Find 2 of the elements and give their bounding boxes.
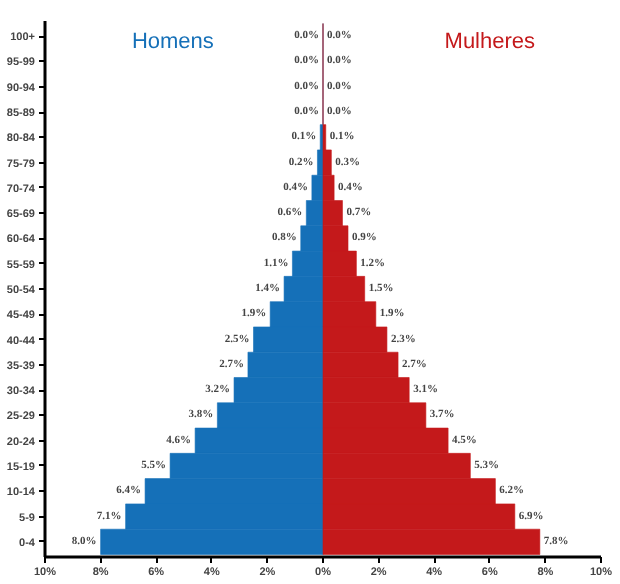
text: Homens — [131, 30, 215, 55]
text: Mulheres — [444, 30, 537, 55]
